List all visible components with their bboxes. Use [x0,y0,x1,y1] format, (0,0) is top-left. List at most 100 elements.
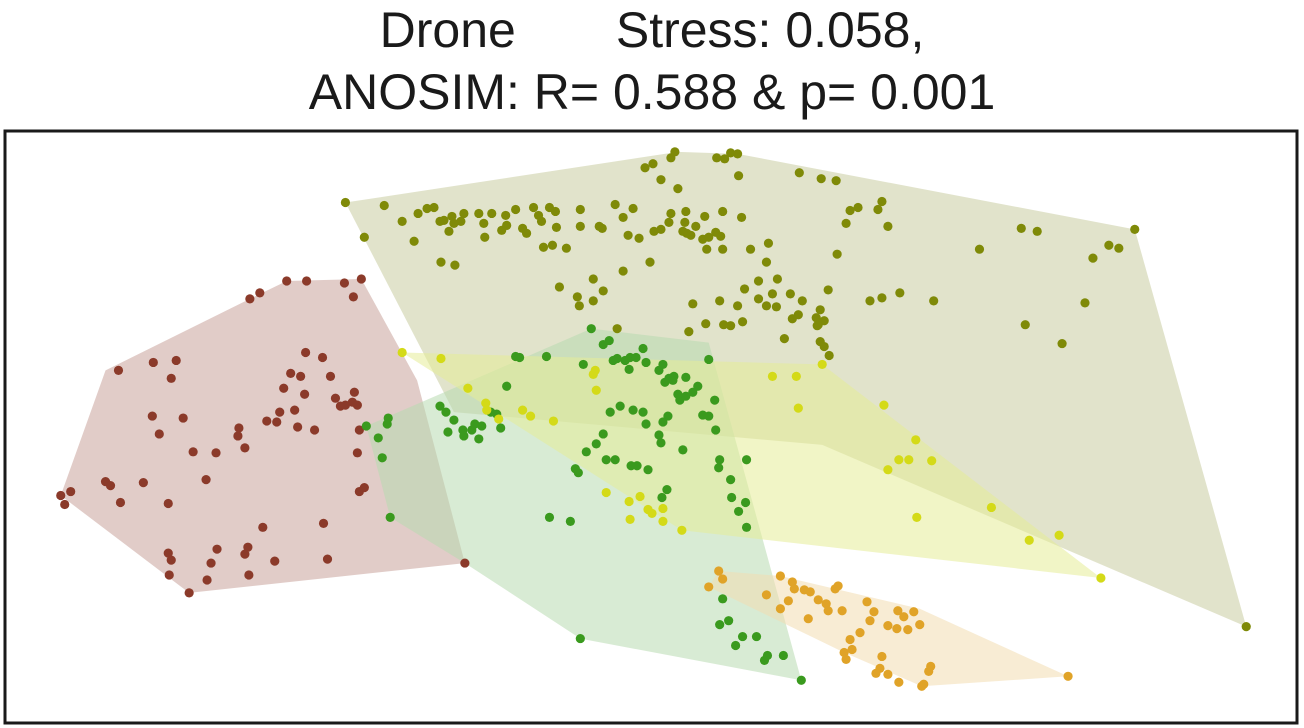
data-point-group-2 [379,200,389,211]
data-point-group-4 [904,455,914,465]
data-point-group-3 [449,415,459,425]
data-point-group-3 [458,425,468,435]
data-point-group-2 [726,321,736,331]
data-point-group-3 [610,455,620,465]
data-point-group-2 [797,296,807,306]
data-point-group-1 [154,429,164,439]
data-point-group-3 [741,522,752,532]
data-point-group-5 [783,596,793,606]
data-point-group-1 [282,276,292,286]
data-point-group-5 [903,625,913,635]
data-point-group-1 [147,411,157,421]
data-point-group-2 [865,296,875,306]
data-point-group-3 [601,455,611,465]
data-point-group-3 [641,419,651,429]
data-point-group-3 [727,492,737,503]
data-point-group-2 [487,208,497,219]
data-point-group-2 [811,313,821,323]
data-point-group-2 [623,230,633,240]
data-point-group-4 [397,347,407,358]
data-point-group-1 [322,554,333,564]
data-point-group-1 [356,274,366,284]
data-point-group-3 [778,650,788,661]
data-point-group-2 [813,320,823,330]
data-point-group-2 [1241,622,1251,632]
data-point-group-4 [883,465,893,475]
data-point-group-2 [688,299,698,309]
data-point-group-2 [359,232,369,242]
data-point-group-5 [883,621,893,631]
data-point-group-1 [286,368,296,378]
data-point-group-4 [894,455,904,465]
data-point-group-2 [686,230,696,240]
data-point-group-1 [340,400,351,410]
data-point-group-4 [986,502,997,513]
data-point-group-3 [383,413,393,423]
data-point-group-2 [684,327,694,337]
data-point-group-1 [178,413,188,423]
data-point-group-3 [591,439,601,449]
data-point-group-3 [541,351,552,362]
data-point-group-4 [436,353,446,364]
data-point-group-2 [497,225,507,235]
data-point-group-2 [853,202,863,213]
data-point-group-2 [673,184,683,194]
data-point-group-5 [893,606,903,616]
data-point-group-3 [373,433,383,443]
data-point-group-2 [656,224,666,234]
data-point-group-3 [643,465,653,475]
data-point-group-1 [60,499,70,510]
data-point-group-3 [731,640,741,651]
data-point-group-2 [670,147,680,157]
data-point-group-5 [915,620,925,630]
data-point-group-2 [528,202,539,213]
data-point-group-5 [899,612,909,622]
data-point-group-1 [460,558,470,568]
data-point-group-5 [847,644,857,655]
data-point-group-2 [588,296,598,306]
data-point-group-4 [624,496,634,507]
data-point-group-2 [883,221,893,231]
data-point-group-2 [753,294,764,304]
data-point-group-2 [547,240,558,250]
data-point-group-3 [565,516,575,526]
data-point-group-1 [270,556,280,566]
data-point-group-1 [279,383,289,393]
data-point-group-2 [664,217,674,227]
data-point-group-2 [501,210,511,221]
data-point-group-3 [681,391,691,401]
data-point-group-4 [658,516,668,526]
data-point-group-2 [823,285,833,295]
data-point-group-5 [803,614,813,624]
data-point-group-3 [726,475,736,485]
data-point-group-5 [871,668,881,678]
data-point-group-1 [212,544,222,554]
data-point-group-3 [654,430,664,440]
data-point-group-5 [877,651,887,662]
data-point-group-5 [894,677,904,687]
data-point-group-2 [397,216,407,226]
data-point-group-5 [787,577,797,587]
data-point-group-2 [597,223,607,233]
data-point-group-3 [604,335,614,346]
data-point-group-3 [470,419,480,429]
data-point-group-2 [678,226,688,236]
data-point-group-1 [330,393,341,403]
data-point-group-3 [628,405,638,415]
data-point-group-3 [477,421,487,431]
data-point-group-3 [385,512,395,522]
data-point-group-1 [233,431,243,441]
data-point-group-2 [444,226,454,236]
data-point-group-1 [301,347,311,358]
data-point-group-2 [793,310,803,320]
data-point-group-2 [640,163,650,173]
data-point-group-1 [243,542,253,552]
data-point-group-2 [763,238,774,248]
data-point-group-5 [821,599,831,609]
data-point-group-2 [824,350,834,361]
data-point-group-5 [813,595,823,605]
data-point-group-4 [793,403,803,413]
data-point-group-2 [474,208,484,219]
data-point-group-2 [704,232,714,242]
data-point-group-2 [409,236,419,246]
